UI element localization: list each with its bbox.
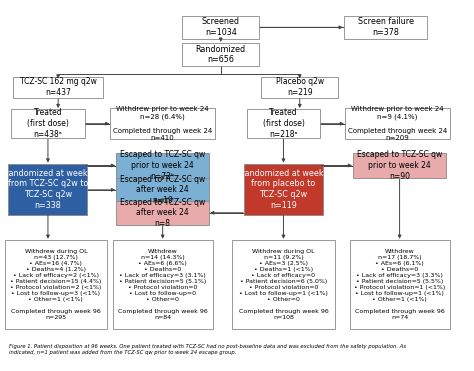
FancyBboxPatch shape <box>232 240 335 329</box>
FancyBboxPatch shape <box>116 153 209 178</box>
FancyBboxPatch shape <box>5 240 107 329</box>
FancyBboxPatch shape <box>116 201 209 224</box>
Text: Escaped to TCZ-SC qw
prior to week 24
n=90: Escaped to TCZ-SC qw prior to week 24 n=… <box>357 150 442 181</box>
FancyBboxPatch shape <box>113 240 213 329</box>
Text: Rerandomized at week 24
from TCZ-SC q2w to
TCZ-SC q2w
n=338: Rerandomized at week 24 from TCZ-SC q2w … <box>0 168 100 210</box>
Text: Rerandomized at week 24
from placebo to
TCZ-SC q2w
n=119: Rerandomized at week 24 from placebo to … <box>231 168 336 210</box>
FancyBboxPatch shape <box>353 153 446 178</box>
Text: Withdrew during OL
n=11 (9.2%)
• AEs=3 (2.5%)
• Deaths=1 (<1%)
• Lack of efficac: Withdrew during OL n=11 (9.2%) • AEs=3 (… <box>238 249 328 320</box>
Text: Treated
(first dose)
n=218ᵃ: Treated (first dose) n=218ᵃ <box>263 108 304 139</box>
Text: Withdrew prior to week 24
n=9 (4.1%)

Completed through week 24
n=209: Withdrew prior to week 24 n=9 (4.1%) Com… <box>347 106 447 141</box>
FancyBboxPatch shape <box>345 108 449 139</box>
Text: Screened
n=1034: Screened n=1034 <box>202 17 240 37</box>
FancyBboxPatch shape <box>261 77 338 98</box>
FancyBboxPatch shape <box>182 43 259 66</box>
FancyBboxPatch shape <box>244 164 323 214</box>
FancyBboxPatch shape <box>116 178 209 202</box>
Text: Randomized
n=656: Randomized n=656 <box>196 45 246 65</box>
Text: Withdrew
n=17 (18.7%)
• AEs=6 (6.1%)
• Deaths=0
• Lack of efficacy=3 (3.3%)
• Pa: Withdrew n=17 (18.7%) • AEs=6 (6.1%) • D… <box>354 249 445 320</box>
Text: Escaped to TCZ-SC qw
after week 24
n=19: Escaped to TCZ-SC qw after week 24 n=19 <box>120 175 205 205</box>
FancyBboxPatch shape <box>344 16 428 39</box>
FancyBboxPatch shape <box>13 77 103 98</box>
Text: Withdrew during OL
n=43 (12.7%)
• AEs=16 (4.7%)
• Deaths=4 (1.2%)
• Lack of effi: Withdrew during OL n=43 (12.7%) • AEs=16… <box>10 249 101 320</box>
FancyBboxPatch shape <box>110 108 215 139</box>
Text: Screen failure
n=378: Screen failure n=378 <box>358 17 414 37</box>
Text: Escaped to TCZ-SC qw
after week 24
n=8: Escaped to TCZ-SC qw after week 24 n=8 <box>120 197 205 228</box>
FancyBboxPatch shape <box>9 164 87 214</box>
Text: TCZ-SC 162 mg q2w
n=437: TCZ-SC 162 mg q2w n=437 <box>20 78 97 97</box>
FancyBboxPatch shape <box>350 240 449 329</box>
FancyBboxPatch shape <box>247 109 320 138</box>
Text: Withdrew
n=14 (14.3%)
• AEs=6 (6.6%)
• Deaths=0
• Lack of efficacy=3 (3.1%)
• Pa: Withdrew n=14 (14.3%) • AEs=6 (6.6%) • D… <box>118 249 208 320</box>
Text: Figure 1. Patient disposition at 96 weeks. One patient treated with TCZ-SC had n: Figure 1. Patient disposition at 96 week… <box>9 344 407 355</box>
Text: Withdrew prior to week 24
n=28 (6.4%)

Completed through week 24
n=410: Withdrew prior to week 24 n=28 (6.4%) Co… <box>113 106 212 141</box>
FancyBboxPatch shape <box>182 16 259 39</box>
Text: Placebo q2w
n=219: Placebo q2w n=219 <box>276 78 324 97</box>
FancyBboxPatch shape <box>11 109 85 138</box>
Text: Treated
(first dose)
n=438ᵃ: Treated (first dose) n=438ᵃ <box>27 108 69 139</box>
Text: Escaped to TCZ-SC qw
prior to week 24
n=72ᵇ: Escaped to TCZ-SC qw prior to week 24 n=… <box>120 150 205 181</box>
